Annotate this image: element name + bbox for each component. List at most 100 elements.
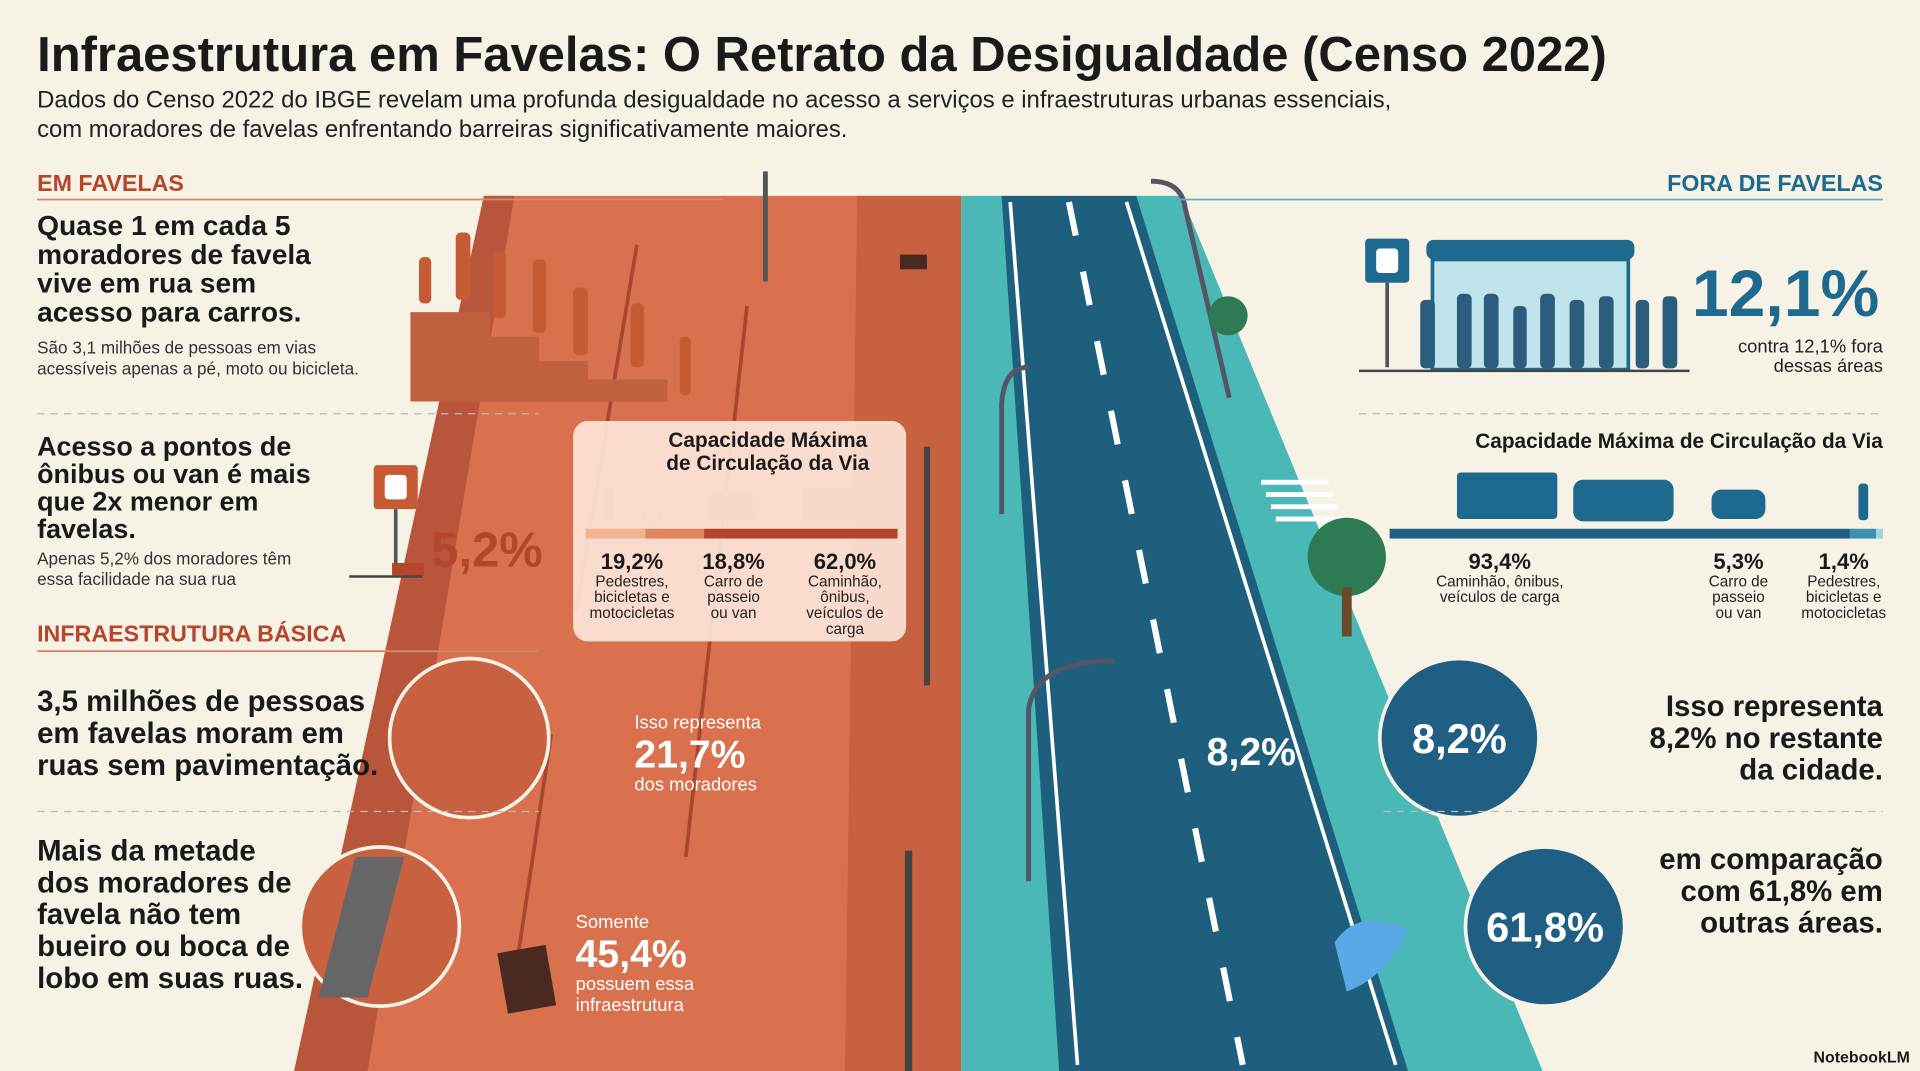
tree-trunk: [1341, 587, 1352, 637]
headline: dos moradores de: [37, 866, 292, 899]
stat-circle: [1377, 656, 1541, 820]
gutter: [318, 856, 405, 998]
lane-marking: [1065, 201, 1246, 1066]
headline: outras áreas.: [1700, 907, 1883, 940]
capacity-value: 19,2%: [601, 549, 663, 574]
crosswalk: [1261, 479, 1344, 522]
road-note: Isso representa: [634, 711, 761, 732]
headline: bueiro ou boca de: [37, 930, 290, 963]
stat: 5,2%: [431, 524, 543, 578]
subtitle: Dados do Censo 2022 do IBGE revelam uma …: [37, 87, 1391, 114]
capacity-value: 1,4%: [1819, 549, 1869, 574]
capacity-segment: [1389, 528, 1850, 539]
road-note: possuem essa: [576, 973, 695, 994]
headline: em favelas moram em: [37, 717, 344, 750]
people-walking: [418, 232, 691, 396]
note: São 3,1 milhões de pessoas em vias: [37, 338, 316, 358]
headline: Quase 1 em cada 5: [37, 210, 290, 241]
capacity-desc: bicicletas e: [594, 589, 670, 606]
stat: 12,1%: [1692, 257, 1879, 331]
capacity-segment: [585, 528, 646, 539]
capacity-desc: veículos de carga: [1440, 589, 1560, 606]
note: essa facilidade na sua rua: [37, 569, 236, 589]
circle-stat: 61,8%: [1486, 903, 1604, 950]
footer: NotebookLM: [1814, 1049, 1910, 1066]
headline: ônibus ou van é mais: [37, 459, 311, 489]
headline: 8,2% no restante: [1650, 722, 1883, 755]
road-note: Somente: [576, 911, 649, 932]
capacity-desc: Carro de: [1709, 573, 1768, 590]
headline: favela não tem: [37, 898, 241, 931]
capacity-desc: bicicletas e: [1806, 589, 1882, 606]
capacity-value: 18,8%: [702, 549, 764, 574]
section-heading: EM FAVELAS: [37, 170, 184, 196]
drain: [497, 944, 557, 1014]
road-stat: 45,4%: [576, 933, 687, 976]
capacity-title: Capacidade Máxima: [668, 429, 867, 452]
bus-stop-sign-left: [349, 465, 424, 578]
lane-edge: [1124, 201, 1398, 1066]
road-note: dos moradores: [634, 774, 756, 795]
headline: que 2x menor em: [37, 486, 258, 516]
headline: Isso representa: [1666, 690, 1884, 723]
unpaved-circle: [387, 656, 551, 820]
capacity-desc: passeio: [707, 589, 760, 606]
road-stat: 8,2%: [1207, 731, 1296, 774]
headline: da cidade.: [1739, 754, 1883, 787]
people-waiting: [1420, 293, 1678, 369]
city-road: [1001, 195, 1408, 1071]
stat-circle: [1463, 845, 1627, 1008]
headline: acesso para carros.: [37, 296, 301, 327]
street-lamp: [999, 364, 1029, 515]
headline: ruas sem pavimentação.: [37, 749, 378, 782]
section-heading: INFRAESTRUTURA BÁSICA: [37, 619, 346, 646]
capacity-desc: passeio: [1712, 589, 1765, 606]
note: dessas áreas: [1774, 355, 1883, 376]
capacity-title: de Circulação da Via: [666, 452, 869, 475]
title: Infraestrutura em Favelas: O Retrato da …: [37, 28, 1607, 82]
headline: Acesso a pontos de: [37, 431, 291, 461]
tree: [1307, 517, 1386, 597]
drain: [900, 254, 927, 270]
stairs: [410, 312, 668, 402]
capacity-segment: [1849, 528, 1876, 539]
road-stat: 21,7%: [634, 733, 745, 776]
capacity-desc: ou van: [1716, 605, 1762, 622]
vehicle-icons: [1456, 472, 1869, 522]
capacity-value: 62,0%: [814, 549, 876, 574]
capacity-desc: Caminhão,: [808, 573, 882, 590]
capacity-desc: Carro de: [704, 573, 763, 590]
street-lamp: [1026, 658, 1115, 882]
capacity-desc: ônibus,: [820, 589, 869, 606]
capacity-desc: carga: [826, 621, 865, 638]
headline: em comparação: [1659, 843, 1883, 876]
road-note: infraestrutura: [576, 994, 685, 1015]
headline: vive em rua sem: [37, 268, 256, 299]
capacity-title: Capacidade Máxima de Circulação da Via: [1475, 430, 1883, 453]
capacity-segment: [704, 528, 898, 539]
capacity-desc: motocicletas: [1801, 605, 1886, 622]
headline: com 61,8% em: [1681, 875, 1883, 908]
note: contra 12,1% fora: [1738, 336, 1884, 357]
headline: moradores de favela: [37, 239, 311, 270]
capacity-segment: [645, 528, 705, 539]
lane-edge: [1008, 201, 1080, 1066]
capacity-segment: [1875, 528, 1883, 539]
tree: [1208, 296, 1248, 336]
street-lamp: [1150, 178, 1232, 399]
capacity-value: 5,3%: [1713, 549, 1763, 574]
subtitle: com moradores de favelas enfrentando bar…: [37, 116, 847, 143]
capacity-desc: ou van: [711, 605, 757, 622]
capacity-desc: Pedestres,: [595, 573, 668, 590]
water: [1334, 920, 1408, 992]
capacity-desc: Pedestres,: [1807, 573, 1880, 590]
capacity-desc: veículos de: [806, 605, 883, 622]
headline: 3,5 milhões de pessoas: [37, 685, 365, 718]
note: acessíveis apenas a pé, moto ou biciclet…: [37, 359, 359, 379]
headline: Mais da metade: [37, 834, 256, 867]
capacity-desc: Caminhão, ônibus,: [1436, 573, 1563, 590]
capacity-desc: motocicletas: [589, 605, 674, 622]
note: Apenas 5,2% dos moradores têm: [37, 548, 291, 568]
